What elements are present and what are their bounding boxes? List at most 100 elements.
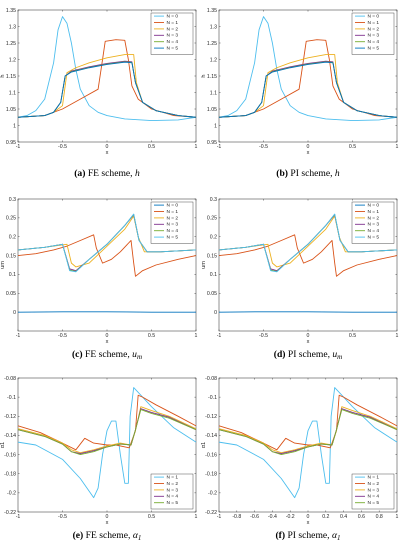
- series-line-4: [17, 409, 197, 456]
- legend-label: N = 5: [368, 500, 380, 506]
- y-tick-label: 0.1: [9, 272, 16, 278]
- y-tick-label: 0.2: [9, 235, 16, 241]
- x-tick-label: 1: [195, 144, 198, 150]
- legend-label: N = 3: [368, 487, 380, 493]
- x-tick-label: 0.5: [148, 514, 155, 520]
- y-tick-label: 0.3: [210, 197, 217, 203]
- panel-caption: (b) PI scheme, h: [276, 168, 340, 179]
- caption-text: FE scheme,: [88, 168, 135, 179]
- caption-variable: α: [332, 530, 338, 541]
- legend-label: N = 4: [368, 39, 380, 45]
- caption-tag: (d): [274, 349, 288, 360]
- legend: N = 1N = 2N = 3N = 4N = 5: [351, 473, 395, 510]
- legend-label: N = 3: [368, 33, 380, 39]
- caption-text: PI scheme,: [288, 349, 333, 360]
- y-tick-label: -0.12: [205, 414, 217, 420]
- legend-label: N = 4: [368, 494, 380, 500]
- legend-label: N = 5: [368, 235, 380, 241]
- x-tick-label: -1: [16, 514, 21, 520]
- x-axis-label: x: [106, 339, 109, 345]
- series-line-0: [218, 16, 398, 121]
- y-tick-label: -0.14: [205, 433, 217, 439]
- x-tick-label: -0.8: [232, 514, 241, 520]
- y-axis-label: h: [201, 74, 207, 77]
- legend-label: N = 1: [368, 209, 380, 215]
- x-tick-label: 1: [396, 333, 399, 339]
- legend-box: [150, 473, 194, 510]
- series-line-5: [218, 61, 398, 118]
- x-tick-label: -1: [217, 333, 222, 339]
- series-line-0: [17, 387, 197, 499]
- y-tick-label: 0: [13, 310, 16, 316]
- x-tick-label: -1: [217, 514, 222, 520]
- y-tick-label: 1.2: [210, 57, 217, 63]
- x-tick-label: 1: [195, 333, 198, 339]
- x-axis-label: x: [307, 520, 310, 526]
- y-tick-label: -0.16: [4, 452, 16, 458]
- x-tick-label: -0.5: [58, 144, 67, 150]
- series-line-1: [218, 39, 398, 118]
- y-tick-label: -0.1: [7, 395, 16, 401]
- caption-text: FE scheme,: [86, 530, 133, 541]
- caption-variable: u: [132, 349, 137, 360]
- y-tick-label: 1.1: [210, 90, 217, 96]
- x-tick-label: -0.6: [250, 514, 259, 520]
- x-tick-label: 0: [307, 333, 310, 339]
- series-line-5: [17, 61, 197, 118]
- caption-text: PI scheme,: [290, 168, 335, 179]
- legend-label: N = 0: [167, 203, 179, 209]
- legend-label: N = 4: [167, 39, 179, 45]
- legend-label: N = 1: [167, 475, 179, 481]
- legend-label: N = 3: [167, 487, 179, 493]
- legend-label: N = 5: [167, 500, 179, 506]
- chart-panel-4: -1 -0.5 0 0.5 1 -0.22 -0.2 -0.18 -0.16 -0.14 -0.12…: [0, 376, 198, 542]
- caption-text: PI scheme,: [287, 530, 332, 541]
- legend-box: [351, 473, 395, 510]
- caption-variable: h: [335, 168, 340, 179]
- caption-tag: (e): [73, 530, 86, 541]
- y-tick-label: 1: [13, 123, 16, 129]
- y-tick-label: 0.95: [207, 140, 217, 146]
- y-tick-label: -0.12: [4, 414, 16, 420]
- x-tick-label: 0.5: [148, 144, 155, 150]
- x-tick-label: 0: [106, 514, 109, 520]
- legend-label: N = 5: [368, 46, 380, 52]
- x-tick-label: -0.5: [58, 333, 67, 339]
- y-tick-label: 0.3: [9, 197, 16, 203]
- series-line-2: [218, 215, 398, 268]
- series-line-1: [17, 39, 197, 118]
- panel-caption: (e) FE scheme, α1: [73, 530, 142, 542]
- y-tick-label: 1.35: [6, 8, 16, 14]
- chart-panel-0: -1 -0.5 0 0.5 1 0.95 1 1.05 1.1 1.15 1.2 1.25 1.3 1.3…: [0, 8, 198, 179]
- legend-label: N = 2: [368, 215, 380, 221]
- caption-variable: h: [135, 168, 140, 179]
- caption-tag: (b): [276, 168, 290, 179]
- x-tick-label: 0.6: [358, 514, 365, 520]
- y-tick-label: 1.25: [6, 41, 16, 47]
- caption-tag: (a): [74, 168, 88, 179]
- legend-label: N = 5: [167, 46, 179, 52]
- x-tick-label: 0.8: [376, 514, 383, 520]
- y-tick-label: 1.05: [6, 107, 16, 113]
- y-tick-label: -0.22: [205, 510, 217, 516]
- y-tick-label: 1.3: [210, 24, 217, 30]
- caption-tag: (f): [275, 530, 287, 541]
- y-tick-label: 0.95: [6, 140, 16, 146]
- panel-caption: (c) FE scheme, um: [72, 349, 142, 361]
- y-tick-label: -0.1: [208, 395, 217, 401]
- series-line-2: [17, 406, 197, 454]
- y-tick-label: 1.1: [9, 90, 16, 96]
- legend-label: N = 4: [167, 494, 179, 500]
- legend-box: [150, 201, 194, 244]
- legend-label: N = 3: [167, 33, 179, 39]
- chart-panel-1: -1 -0.5 0 0.5 1 0.95 1 1.05 1.1 1.15 1.2 1.25 1.3 1.3…: [201, 8, 399, 179]
- y-tick-label: -0.22: [4, 510, 16, 516]
- legend-box: [351, 12, 395, 55]
- x-tick-label: 0: [307, 514, 310, 520]
- caption-subscript: m: [337, 353, 342, 361]
- legend-label: N = 1: [368, 20, 380, 26]
- y-tick-label: 1.35: [207, 8, 217, 14]
- chart-panel-2: -1 -0.5 0 0.5 1 0 0.05 0.1 0.15 0.2 0.25 0.3 x um N = …: [0, 197, 198, 361]
- caption-subscript: m: [137, 353, 142, 361]
- legend-label: N = 1: [368, 475, 380, 481]
